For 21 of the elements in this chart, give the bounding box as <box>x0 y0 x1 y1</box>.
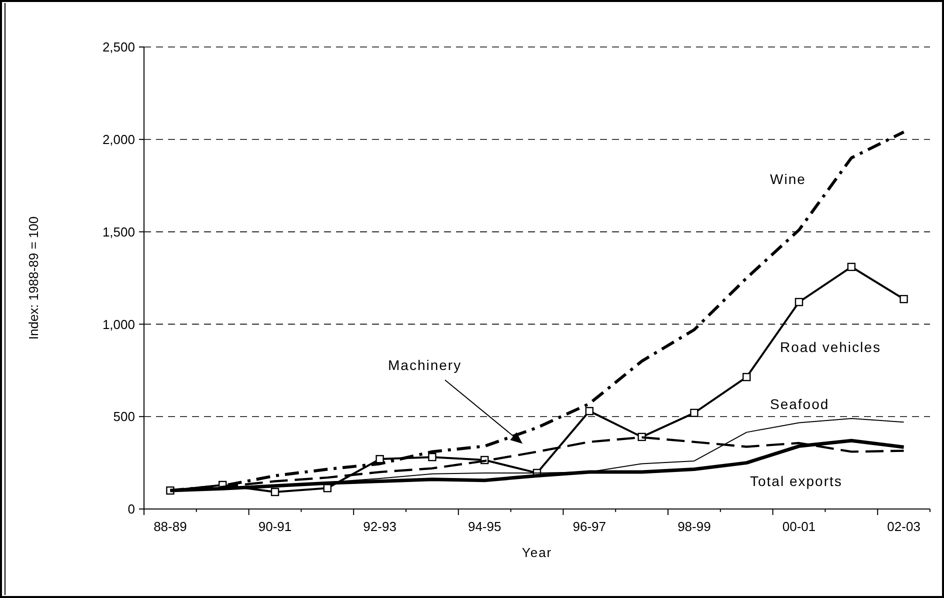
y-tick-label: 2,500 <box>102 40 135 55</box>
x-tick-label: 00-01 <box>782 519 816 534</box>
series-label: Total exports <box>750 473 842 489</box>
series-label: Road vehicles <box>780 339 881 355</box>
x-tick-label: 90-91 <box>258 519 292 534</box>
series-label: Wine <box>770 171 806 187</box>
x-tick-label: 92-93 <box>363 519 396 534</box>
x-tick-label: 02-03 <box>887 519 920 534</box>
x-tick-label: 94-95 <box>468 519 502 534</box>
text: Machinery <box>388 357 462 373</box>
y-tick-label: 0 <box>128 502 135 517</box>
y-axis-title: Index: 1988-89 = 100 <box>26 216 41 340</box>
x-axis-title: Year <box>522 545 552 560</box>
y-tick-label: 1,000 <box>102 316 135 332</box>
x-tick-label: 96-97 <box>572 519 606 534</box>
y-tick-label: 2,000 <box>102 132 135 147</box>
y-tick-label: 500 <box>113 409 135 424</box>
series-label: Seafood <box>770 396 830 412</box>
x-tick-label: 88-89 <box>154 519 187 534</box>
y-tick-label: 1,500 <box>102 224 135 240</box>
x-tick-label: 98-99 <box>678 519 711 534</box>
